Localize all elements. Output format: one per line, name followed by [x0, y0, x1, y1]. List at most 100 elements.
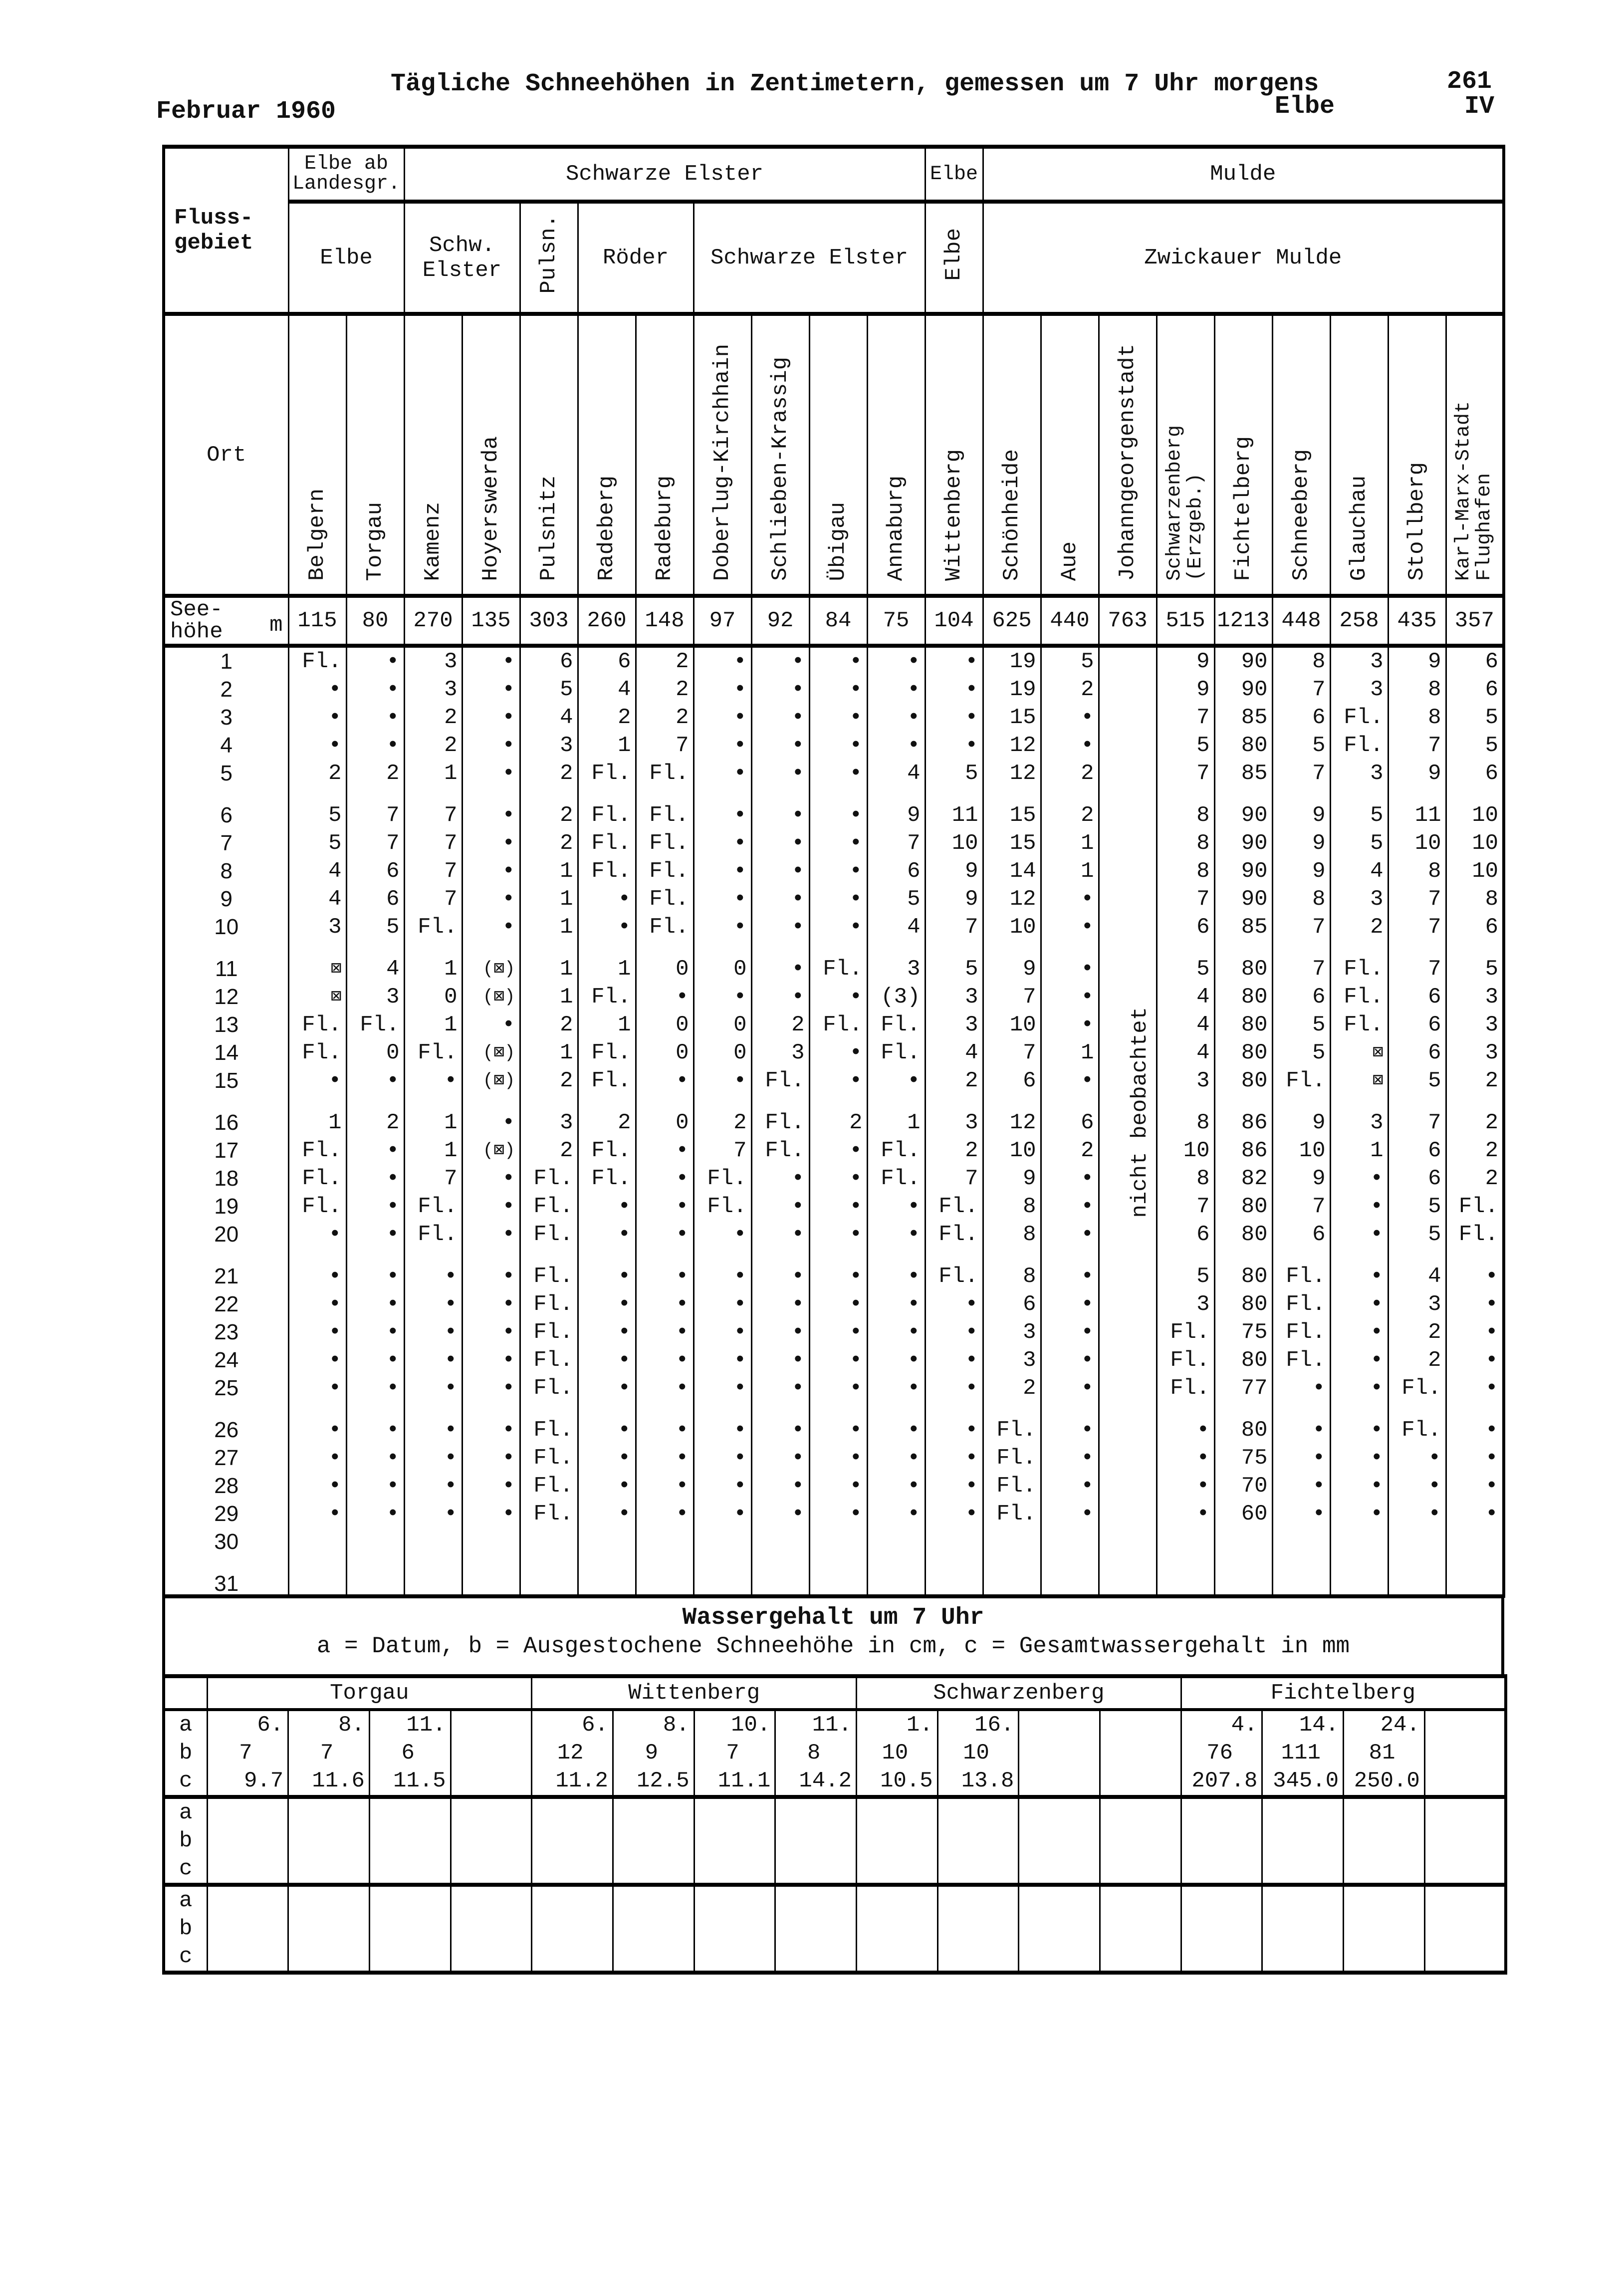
snow-depth-cell: 7	[924, 1165, 984, 1193]
snow-depth-cell: Fl.	[924, 1249, 984, 1290]
snow-depth-cell: •	[403, 1290, 463, 1318]
day-number: 9	[163, 885, 289, 913]
water-cell	[450, 1883, 533, 1915]
snow-depth-cell: 3	[1445, 983, 1505, 1011]
snow-depth-cell: •	[635, 1444, 695, 1472]
station-elevation: 115	[287, 596, 347, 648]
snow-depth-cell: •	[1271, 1402, 1331, 1444]
snow-depth-cell	[982, 1528, 1042, 1556]
water-cell: 345.0	[1261, 1767, 1345, 1797]
snow-depth-cell: 7	[1387, 732, 1447, 759]
snow-depth-cell: •	[750, 1249, 810, 1290]
snow-depth-cell: 15	[982, 829, 1042, 857]
snow-depth-cell	[1445, 1528, 1505, 1556]
snow-depth-cell: 10	[1445, 857, 1505, 885]
snow-depth-cell: Fl.	[1329, 1011, 1389, 1039]
snow-depth-cell: 9	[982, 1165, 1042, 1193]
snow-depth-cell	[750, 1528, 810, 1556]
water-cell	[1099, 1767, 1182, 1797]
snow-depth-cell: •	[750, 676, 810, 704]
sub-elbe-2: Elbe	[924, 200, 984, 316]
snow-depth-cell: •	[693, 1318, 752, 1346]
snow-depth-cell: Fl.	[519, 1193, 579, 1221]
snow-depth-cell: •	[1445, 1374, 1505, 1402]
station-header: Stollberg	[1387, 314, 1447, 598]
snow-depth-cell: •	[866, 1067, 926, 1095]
snow-depth-cell: •	[461, 787, 521, 829]
snow-depth-cell: •	[461, 1402, 521, 1444]
snow-depth-cell: •	[635, 1193, 695, 1221]
water-cell	[1018, 1943, 1101, 1975]
snow-depth-cell: •	[866, 646, 926, 676]
water-cell	[936, 1915, 1020, 1943]
snow-depth-cell: 9	[866, 787, 926, 829]
water-cell	[693, 1943, 776, 1975]
snow-depth-cell: •	[461, 1500, 521, 1528]
station-header: Wittenberg	[924, 314, 984, 598]
water-cell	[1423, 1915, 1507, 1943]
snow-depth-cell: Fl.	[750, 1067, 810, 1095]
water-cell	[774, 1795, 857, 1827]
snow-depth-cell: Fl.	[1156, 1346, 1215, 1374]
snow-depth-cell: Fl.	[519, 1165, 579, 1193]
snow-depth-cell: •	[1040, 1193, 1100, 1221]
table-row: 29 • • • • Fl. • • • • • • • Fl. • • 60 • • • •	[163, 1500, 1505, 1528]
snow-depth-cell: •	[924, 1374, 984, 1402]
group-elbe: Elbe	[924, 145, 984, 202]
snow-depth-cell: •	[693, 829, 752, 857]
snow-depth-cell: 85	[1213, 913, 1273, 941]
snow-depth-cell: 8	[1387, 857, 1447, 885]
station-header: Radeburg	[635, 314, 695, 598]
table-row: 23 • • • • Fl. • • • • • • • 3 • Fl. 75 Fl. • 2 •	[163, 1318, 1505, 1346]
snow-depth-cell: Fl.	[287, 646, 347, 676]
day-number: 28	[163, 1472, 289, 1500]
snow-depth-cell: •	[345, 1472, 405, 1500]
snow-depth-cell: •	[1040, 941, 1100, 983]
table-row: 13 Fl. Fl. 1 • 2 1 0 0 2 Fl. Fl. 3 10 • 4 80 5 Fl. 6 3	[163, 1011, 1505, 1039]
water-cell	[774, 1883, 857, 1915]
snow-depth-cell: Fl.	[1387, 1374, 1447, 1402]
snow-depth-cell	[519, 1556, 579, 1598]
snow-depth-cell: 7	[345, 787, 405, 829]
snow-depth-cell: Fl.	[982, 1500, 1042, 1528]
table-row: 17 Fl. • 1 (⊠) 2 Fl. • 7 Fl. • Fl. 2 10 2 10 86 10 1 6 2	[163, 1137, 1505, 1165]
snow-depth-cell: 80	[1213, 732, 1273, 759]
snow-depth-cell: •	[808, 1346, 868, 1374]
water-cell: 11.	[774, 1710, 857, 1739]
snow-depth-cell: Fl.	[519, 1221, 579, 1249]
water-cell	[1343, 1943, 1425, 1975]
snow-depth-cell: •	[808, 787, 868, 829]
snow-depth-cell: 7	[982, 983, 1042, 1011]
snow-depth-cell: Fl.	[808, 941, 868, 983]
snow-depth-cell: •	[808, 1500, 868, 1528]
snow-depth-cell: •	[461, 829, 521, 857]
snow-depth-cell: •	[808, 1137, 868, 1165]
sub-elbe: Elbe	[287, 200, 405, 316]
table-row: 12 ⊠ 3 0 (⊠) 1 Fl. • • • • (3) 3 7 • 4 80 6 Fl. 6 3	[163, 983, 1505, 1011]
snow-depth-cell: 80	[1213, 1011, 1273, 1039]
snow-depth-cell: 0	[635, 1095, 695, 1137]
snow-depth-cell: •	[635, 1165, 695, 1193]
snow-depth-cell: Fl.	[403, 1193, 463, 1221]
snow-depth-cell: 6	[345, 857, 405, 885]
snow-depth-cell: •	[750, 857, 810, 885]
snow-depth-cell: 80	[1213, 983, 1273, 1011]
water-cell: 24.	[1343, 1710, 1425, 1739]
snow-depth-cell: •	[1040, 913, 1100, 941]
water-cell	[1261, 1855, 1345, 1885]
snow-depth-cell: 1	[519, 983, 579, 1011]
snow-depth-cell: •	[808, 1039, 868, 1067]
station-header: Doberlug-Kirchhain	[693, 314, 752, 598]
water-cell	[1018, 1915, 1101, 1943]
group-mulde: Mulde	[982, 145, 1505, 202]
snow-depth-cell: 12	[982, 885, 1042, 913]
snow-depth-cell: 5	[1387, 1221, 1447, 1249]
snow-depth-cell: 90	[1213, 646, 1273, 676]
snow-depth-cell: Fl.	[1271, 1318, 1331, 1346]
station-elevation: 84	[808, 596, 868, 648]
snow-depth-cell: 1	[1040, 1039, 1100, 1067]
day-number: 3	[163, 704, 289, 732]
station-elevation: 357	[1445, 596, 1505, 648]
water-cell	[1018, 1739, 1101, 1767]
snow-depth-cell: •	[577, 1346, 637, 1374]
